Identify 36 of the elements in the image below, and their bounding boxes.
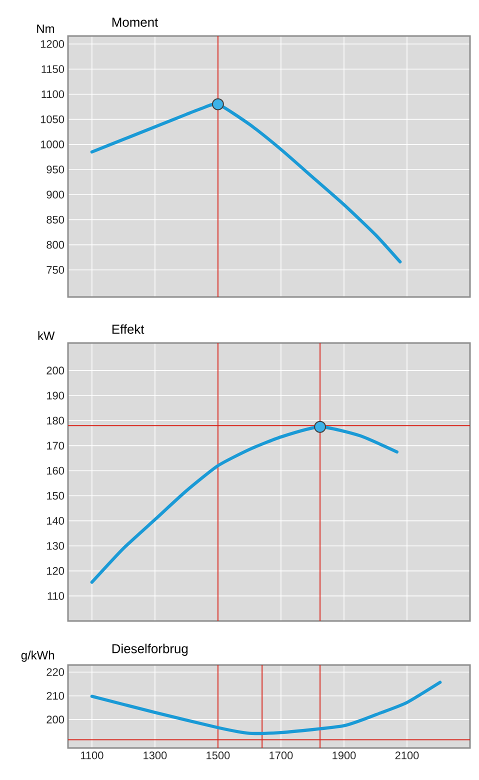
y-tick-label: 950: [46, 166, 64, 174]
x-tick-label: 1500: [206, 752, 230, 760]
chart-title: Moment: [112, 18, 158, 27]
y-tick-label: 1000: [40, 140, 64, 148]
y-tick-label: 850: [46, 216, 64, 224]
y-tick-label: 130: [47, 542, 64, 550]
x-tick-label: 1900: [332, 752, 356, 760]
y-tick-label: 120: [47, 567, 64, 575]
y-tick-label: 800: [46, 240, 64, 249]
x-tick-label: 1300: [144, 752, 167, 760]
x-tick-label: 2100: [395, 752, 419, 760]
y-tick-label: 150: [47, 492, 64, 500]
line-series: [90, 680, 442, 736]
y-tick-label: 160: [47, 466, 64, 475]
y-tick-label: 750: [46, 266, 64, 274]
y-tick-label: 200: [46, 366, 64, 374]
y-tick-label: 200: [46, 716, 64, 724]
y-tick-label: 220: [46, 668, 64, 676]
chart-title: Dieselforbrug: [112, 644, 188, 656]
y-tick-label: 110: [48, 592, 64, 600]
y-tick-label: 1150: [42, 65, 64, 74]
y-tick-label: 180: [47, 416, 64, 425]
y-axis-title: g/kWh: [21, 650, 54, 662]
y-tick-label: 1050: [40, 115, 64, 124]
y-tick-label: 1100: [42, 90, 64, 98]
y-tick-label: 900: [46, 190, 64, 198]
y-tick-label: 140: [47, 516, 64, 525]
y-tick-label: 210: [46, 692, 64, 700]
x-tick-label: 1100: [80, 752, 104, 760]
x-tick-label: 1700: [270, 752, 293, 760]
y-axis-title: Nm: [37, 24, 54, 33]
y-tick-label: 190: [47, 392, 64, 400]
chart-title: Effekt: [112, 324, 144, 334]
y-axis-title: kW: [38, 331, 55, 340]
y-tick-label: 1200: [40, 40, 64, 48]
y-tick-label: 170: [47, 442, 64, 450]
